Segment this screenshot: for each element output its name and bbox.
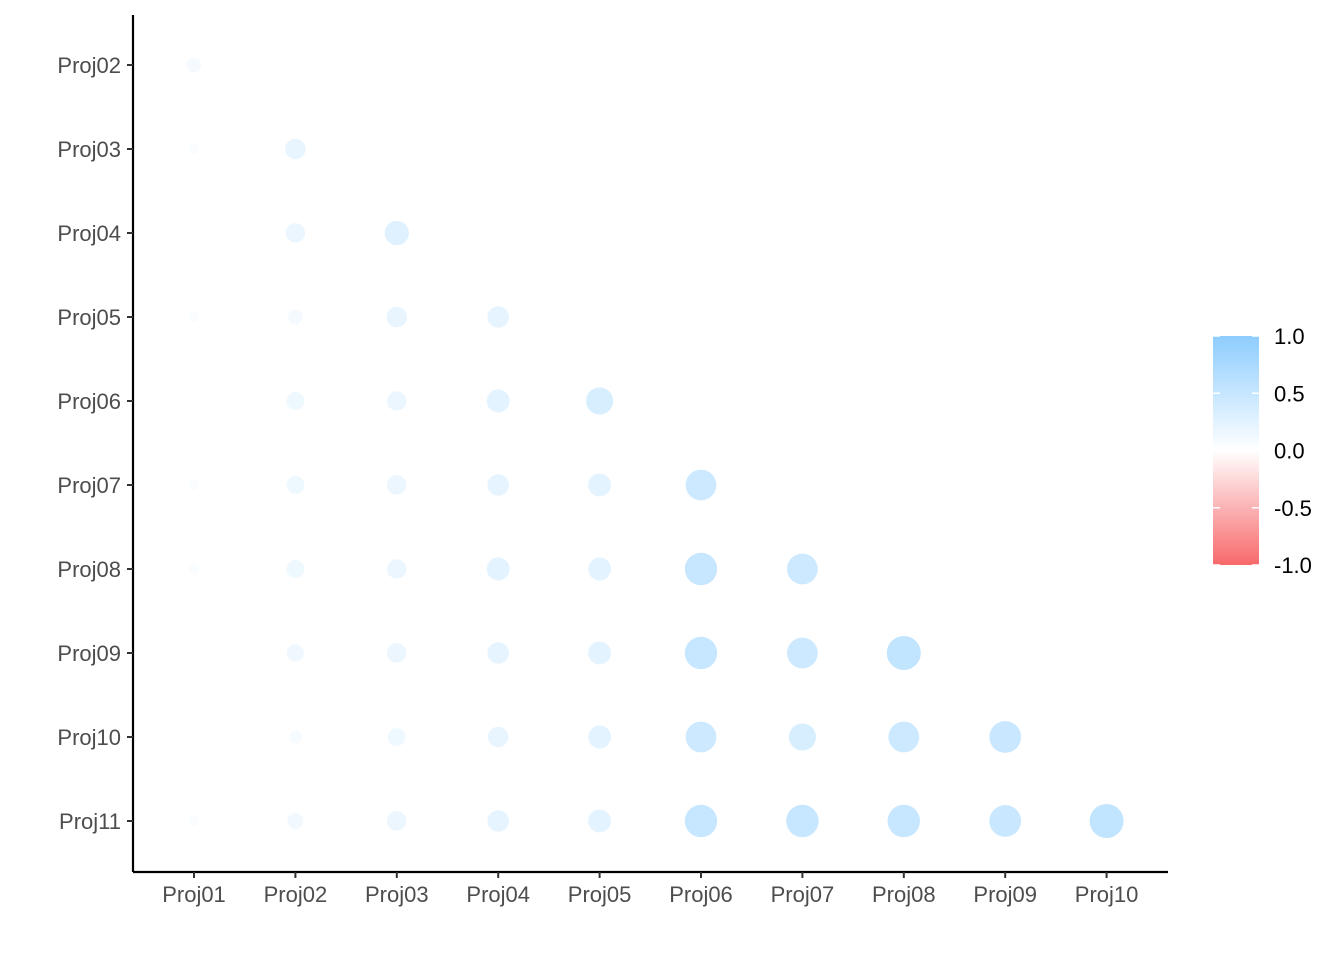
- bubble-Proj07-Proj02: [286, 476, 305, 494]
- bubble-Proj02-Proj01: [186, 57, 202, 73]
- bubble-Proj09-Proj03: [387, 643, 407, 663]
- bubble-Proj09-Proj02: [286, 644, 304, 662]
- x-tick-label: Proj02: [264, 882, 328, 907]
- x-tick-label: Proj05: [568, 882, 632, 907]
- bubble-Proj11-Proj07: [786, 804, 819, 838]
- y-tick-label: Proj05: [57, 305, 121, 330]
- bubble-Proj03-Proj01: [188, 143, 200, 155]
- bubble-Proj11-Proj02: [287, 813, 304, 829]
- bubble-Proj05-Proj03: [386, 306, 408, 328]
- bubble-Proj06-Proj01: [190, 397, 198, 405]
- x-tick-label: Proj09: [973, 882, 1037, 907]
- bubble-Proj05-Proj02: [288, 309, 303, 325]
- bubble-Proj11-Proj10: [1089, 804, 1124, 838]
- bubble-Proj10-Proj01: [191, 734, 197, 740]
- bubble-Proj11-Proj08: [887, 804, 921, 838]
- bubble-Proj10-Proj05: [588, 725, 612, 749]
- bubble-Proj09-Proj04: [487, 642, 509, 664]
- bubble-Proj08-Proj03: [387, 559, 407, 579]
- bubble-Proj10-Proj03: [387, 728, 406, 746]
- bubble-Proj09-Proj07: [787, 637, 818, 669]
- legend-tick-label: -0.5: [1274, 496, 1312, 521]
- bubble-Proj07-Proj03: [387, 475, 407, 495]
- legend-tick-label: 0.5: [1274, 381, 1305, 406]
- legend-colorbar: [1213, 336, 1259, 565]
- legend-ticks: 1.0 0.5 0.0 -0.5 -1.0: [1213, 324, 1312, 578]
- bubble-Proj05-Proj04: [487, 306, 509, 328]
- bubble-Proj07-Proj05: [588, 473, 612, 497]
- bubble-Proj11-Proj03: [387, 811, 407, 831]
- bubble-Proj04-Proj03: [384, 220, 409, 246]
- bubble-Proj10-Proj04: [487, 726, 509, 748]
- bubble-layer: [186, 57, 1124, 838]
- bubble-Proj08-Proj04: [486, 557, 510, 581]
- x-tick-label: Proj03: [365, 882, 429, 907]
- bubble-Proj11-Proj01: [188, 815, 200, 827]
- y-tick-label: Proj09: [57, 641, 121, 666]
- x-tick-label: Proj04: [466, 882, 530, 907]
- bubble-Proj11-Proj06: [684, 804, 718, 838]
- y-axis-ticks: Proj02 Proj03 Proj04 Proj05 Proj06 Proj07 Proj…: [57, 53, 133, 834]
- bubble-Proj10-Proj08: [888, 721, 920, 753]
- legend-tick-label: -1.0: [1274, 553, 1312, 578]
- y-tick-label: Proj07: [57, 473, 121, 498]
- bubble-Proj10-Proj07: [788, 723, 816, 751]
- y-tick-label: Proj06: [57, 389, 121, 414]
- bubble-Proj06-Proj03: [387, 391, 407, 411]
- bubble-Proj05-Proj01: [188, 311, 200, 323]
- y-tick-label: Proj02: [57, 53, 121, 78]
- bubble-Proj03-Proj02: [285, 138, 306, 160]
- bubble-Proj09-Proj08: [886, 636, 921, 670]
- bubble-Proj07-Proj01: [188, 479, 200, 491]
- bubble-Proj06-Proj02: [286, 392, 305, 410]
- bubble-Proj09-Proj05: [588, 641, 612, 665]
- y-tick-label: Proj08: [57, 557, 121, 582]
- bubble-Proj10-Proj09: [989, 721, 1022, 753]
- bubble-Proj06-Proj04: [486, 389, 510, 413]
- x-tick-label: Proj06: [669, 882, 733, 907]
- bubble-Proj11-Proj09: [989, 805, 1022, 837]
- y-tick-label: Proj04: [57, 221, 121, 246]
- bubble-Proj09-Proj01: [191, 650, 197, 656]
- bubble-Proj11-Proj04: [487, 810, 509, 832]
- bubble-Proj08-Proj06: [684, 552, 718, 586]
- y-tick-label: Proj10: [57, 725, 121, 750]
- bubble-Proj08-Proj05: [588, 557, 612, 581]
- legend-tick-label: 0.0: [1274, 439, 1305, 464]
- legend-tick-label: 1.0: [1274, 324, 1305, 349]
- bubble-Proj07-Proj04: [487, 474, 509, 496]
- y-tick-label: Proj03: [57, 137, 121, 162]
- bubble-Proj08-Proj02: [286, 560, 305, 578]
- bubble-Proj08-Proj07: [787, 553, 818, 585]
- bubble-Proj06-Proj05: [586, 387, 614, 415]
- bubble-Proj04-Proj02: [285, 223, 306, 243]
- bubble-Proj10-Proj06: [685, 721, 717, 753]
- x-tick-label: Proj01: [162, 882, 226, 907]
- bubble-Proj08-Proj01: [188, 563, 200, 575]
- bubble-Proj10-Proj02: [288, 730, 302, 744]
- x-axis-ticks: Proj01 Proj02 Proj03 Proj04 Proj05 Proj06 Proj…: [162, 872, 1138, 907]
- x-tick-label: Proj10: [1075, 882, 1139, 907]
- y-tick-label: Proj11: [59, 809, 121, 834]
- x-tick-label: Proj07: [771, 882, 835, 907]
- bubble-Proj09-Proj06: [684, 636, 718, 670]
- color-legend: 1.0 0.5 0.0 -0.5 -1.0: [1213, 324, 1312, 578]
- bubble-Proj07-Proj06: [685, 469, 717, 501]
- bubble-Proj11-Proj05: [588, 809, 612, 833]
- x-tick-label: Proj08: [872, 882, 936, 907]
- bubble-Proj04-Proj01: [190, 229, 198, 237]
